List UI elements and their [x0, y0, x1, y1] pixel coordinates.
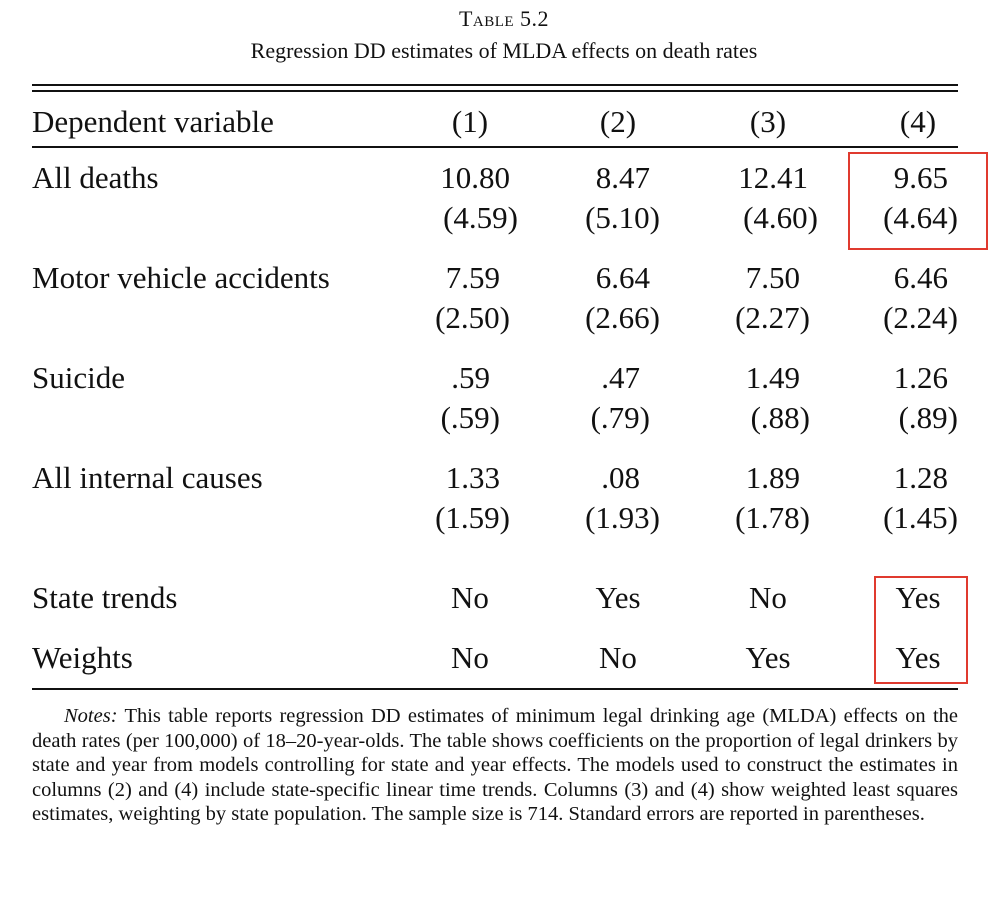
se-internal-causes-3: (1.78) — [735, 500, 810, 535]
notes-text: This table reports regression DD estimat… — [32, 705, 958, 826]
highlight-box-all-deaths-col4 — [848, 152, 988, 250]
header-rule — [32, 146, 958, 148]
se-suicide-2: (.79) — [590, 400, 650, 435]
header-col-3: (3) — [749, 104, 787, 139]
se-all-deaths-1: (4.59) — [443, 200, 518, 235]
se-motor-vehicle-2: (2.66) — [585, 300, 660, 335]
spec-state-trends-1: No — [451, 580, 489, 615]
table-title: Regression DD estimates of MLDA effects … — [250, 38, 758, 63]
se-motor-vehicle-1: (2.50) — [435, 300, 510, 335]
row-label-suicide: Suicide — [32, 360, 125, 395]
row-label-internal-causes: All internal causes — [32, 460, 263, 495]
header-col-1: (1) — [451, 104, 489, 139]
top-rule-outer — [32, 84, 958, 86]
coef-suicide-2: .47 — [601, 360, 640, 395]
row-label-motor-vehicle: Motor vehicle accidents — [32, 260, 330, 295]
top-rule-inner — [32, 90, 958, 92]
coef-motor-vehicle-2: 6.64 — [595, 260, 650, 295]
table-notes: Notes: This table reports regression DD … — [32, 704, 958, 827]
coef-suicide-1: .59 — [451, 360, 490, 395]
coef-motor-vehicle-4: 6.46 — [893, 260, 948, 295]
spec-state-trends-2: Yes — [595, 580, 641, 615]
coef-motor-vehicle-1: 7.59 — [445, 260, 500, 295]
coef-all-deaths-2: 8.47 — [595, 160, 650, 195]
se-suicide-3: (.88) — [750, 400, 810, 435]
coef-all-deaths-3: 12.41 — [738, 160, 808, 195]
se-suicide-4: (.89) — [898, 400, 958, 435]
table-label: Table 5.2 — [458, 6, 550, 31]
se-internal-causes-2: (1.93) — [585, 500, 660, 535]
header-col-2: (2) — [599, 104, 637, 139]
spec-label-weights: Weights — [32, 640, 133, 675]
coef-internal-causes-3: 1.89 — [745, 460, 800, 495]
spec-label-state-trends: State trends — [32, 580, 178, 615]
coef-suicide-3: 1.49 — [745, 360, 800, 395]
header-row-label: Dependent variable — [32, 104, 274, 139]
coef-internal-causes-4: 1.28 — [893, 460, 948, 495]
se-motor-vehicle-3: (2.27) — [735, 300, 810, 335]
spec-weights-3: Yes — [745, 640, 791, 675]
se-all-deaths-2: (5.10) — [585, 200, 660, 235]
coef-internal-causes-1: 1.33 — [445, 460, 500, 495]
coef-all-deaths-1: 10.80 — [440, 160, 510, 195]
highlight-box-specs-col4 — [874, 576, 968, 684]
notes-label: Notes: — [64, 705, 118, 727]
bottom-rule — [32, 688, 958, 690]
header-col-4: (4) — [899, 104, 937, 139]
se-all-deaths-4: (4.64) — [883, 200, 958, 235]
spec-state-trends-4: Yes — [895, 580, 941, 615]
se-all-deaths-3: (4.60) — [743, 200, 818, 235]
se-motor-vehicle-4: (2.24) — [883, 300, 958, 335]
coef-motor-vehicle-3: 7.50 — [745, 260, 800, 295]
se-internal-causes-4: (1.45) — [883, 500, 958, 535]
spec-weights-2: No — [599, 640, 637, 675]
coef-all-deaths-4: 9.65 — [893, 160, 948, 195]
row-label-all-deaths: All deaths — [32, 160, 159, 195]
spec-weights-4: Yes — [895, 640, 941, 675]
se-suicide-1: (.59) — [440, 400, 500, 435]
spec-weights-1: No — [451, 640, 489, 675]
se-internal-causes-1: (1.59) — [435, 500, 510, 535]
spec-state-trends-3: No — [749, 580, 787, 615]
coef-suicide-4: 1.26 — [893, 360, 948, 395]
coef-internal-causes-2: .08 — [601, 460, 640, 495]
